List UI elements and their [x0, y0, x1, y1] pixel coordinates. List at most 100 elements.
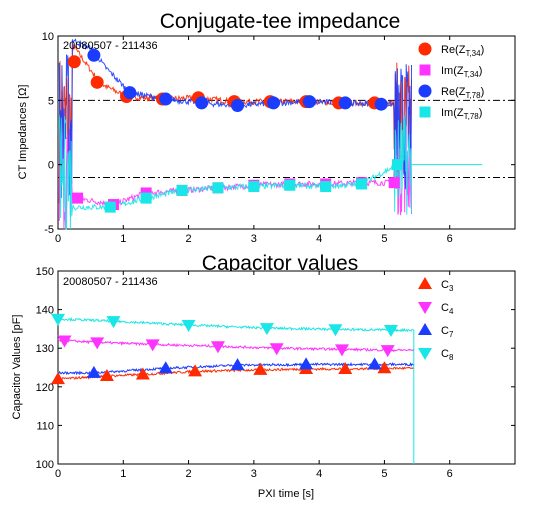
data-marker	[99, 368, 114, 381]
legend-marker	[418, 348, 432, 360]
impedance-run-stamp: 20080507 - 211436	[63, 40, 158, 52]
y-tick-label: 100	[36, 459, 54, 471]
legend-marker	[418, 84, 432, 98]
data-marker	[367, 357, 382, 370]
data-marker	[87, 48, 101, 62]
impedance-y-axis-label: CT Impedances [Ω]	[17, 85, 29, 180]
x-tick-label: 0	[55, 233, 61, 245]
data-marker	[328, 324, 343, 337]
data-marker	[72, 192, 84, 204]
data-marker	[377, 361, 392, 374]
data-marker	[90, 75, 104, 89]
capacitor-x-axis-label: PXI time [s]	[258, 488, 314, 500]
capacitor-ticks: 0 1 2 3 4 5 6 100 110 120 130 140 150	[36, 266, 515, 480]
data-marker	[135, 367, 150, 380]
y-tick-label: 10	[42, 31, 54, 43]
legend-label: Im(ZT,34)	[441, 65, 482, 79]
legend-marker	[418, 323, 432, 335]
legend-label: C7	[441, 325, 454, 339]
data-marker	[145, 339, 160, 352]
capacitor-run-stamp: 20080507 - 211436	[63, 276, 158, 288]
y-tick-label: 150	[36, 266, 54, 278]
data-marker	[248, 181, 260, 193]
data-marker	[383, 325, 398, 338]
legend-label: C8	[441, 348, 454, 362]
data-marker	[391, 159, 403, 171]
data-marker	[210, 341, 225, 354]
data-marker	[158, 361, 173, 374]
data-marker	[230, 358, 245, 371]
data-marker	[159, 92, 173, 106]
y-tick-label: -5	[44, 224, 54, 236]
x-tick-label: 6	[447, 468, 453, 480]
data-marker	[57, 335, 72, 348]
legend-label: Re(ZT,34)	[441, 44, 484, 58]
x-tick-label: 3	[251, 233, 257, 245]
legend-marker	[419, 64, 431, 76]
data-marker	[140, 192, 152, 204]
data-marker	[338, 362, 353, 375]
x-tick-label: 2	[186, 468, 192, 480]
y-tick-label: 5	[48, 95, 54, 107]
impedance-chart-title: Conjugate-tee impedance	[160, 10, 401, 33]
x-tick-label: 5	[381, 233, 387, 245]
legend-marker	[419, 106, 431, 118]
data-marker	[123, 86, 137, 100]
x-tick-label: 6	[447, 233, 453, 245]
y-tick-label: 0	[48, 160, 54, 172]
data-marker	[51, 372, 65, 385]
x-tick-label: 4	[316, 468, 322, 480]
y-tick-label: 140	[36, 305, 54, 317]
data-marker	[380, 345, 395, 358]
data-marker	[334, 344, 349, 357]
legend-label: C4	[441, 302, 454, 316]
capacitor-y-axis-label: Capacitor Values [pF]	[11, 315, 23, 420]
data-marker	[356, 178, 368, 190]
capacitor-plot-frame	[57, 270, 516, 465]
data-marker	[86, 365, 101, 378]
capacitor-markers	[51, 313, 398, 385]
trace-line	[57, 338, 415, 353]
data-marker	[253, 362, 268, 375]
legend-label: C3	[441, 279, 454, 293]
trace-line	[57, 316, 414, 333]
data-marker	[106, 316, 121, 329]
x-tick-label: 0	[55, 468, 61, 480]
legend-marker	[418, 277, 432, 289]
data-marker	[388, 177, 400, 189]
impedance-markers	[67, 48, 403, 213]
data-marker	[299, 357, 314, 370]
data-marker	[188, 364, 203, 377]
data-marker	[269, 343, 284, 356]
data-marker	[320, 181, 332, 193]
data-marker	[181, 320, 196, 333]
x-tick-label: 1	[120, 233, 126, 245]
data-marker	[104, 201, 116, 213]
data-marker	[266, 96, 280, 110]
data-marker	[338, 96, 352, 110]
x-tick-label: 1	[120, 468, 126, 480]
data-marker	[284, 179, 296, 191]
x-tick-label: 5	[381, 468, 387, 480]
data-marker	[231, 98, 245, 112]
x-tick-label: 2	[186, 233, 192, 245]
data-marker	[374, 97, 388, 111]
capacitor-axes: 0 1 2 3 4 5 6 100 110 120 130 140 150 20080507 - 211…	[11, 266, 516, 500]
legend-marker	[418, 302, 432, 314]
data-marker	[51, 313, 65, 326]
legend-label: Im(ZT,78)	[441, 107, 482, 121]
y-tick-label: 120	[36, 382, 54, 394]
x-tick-label: 4	[316, 233, 322, 245]
data-marker	[212, 182, 224, 194]
capacitor-chart-title: Capacitor values	[202, 252, 358, 275]
data-marker	[67, 55, 81, 69]
y-tick-label: 110	[36, 420, 54, 432]
data-marker	[259, 323, 274, 336]
x-tick-label: 3	[251, 468, 257, 480]
legend-marker	[418, 42, 432, 56]
y-tick-label: 130	[36, 343, 54, 355]
